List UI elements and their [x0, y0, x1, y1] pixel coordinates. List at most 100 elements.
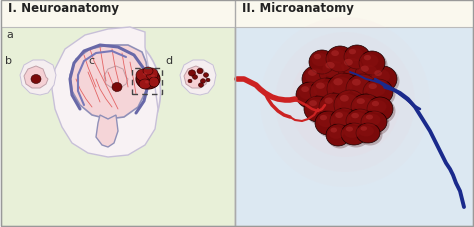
- Ellipse shape: [311, 54, 328, 67]
- Polygon shape: [52, 28, 158, 157]
- Ellipse shape: [330, 78, 353, 95]
- Ellipse shape: [299, 86, 317, 100]
- Ellipse shape: [322, 62, 345, 78]
- Ellipse shape: [356, 123, 380, 143]
- Ellipse shape: [55, 33, 161, 152]
- Ellipse shape: [351, 95, 381, 121]
- FancyBboxPatch shape: [1, 1, 235, 28]
- Circle shape: [275, 33, 415, 172]
- Ellipse shape: [197, 69, 203, 74]
- Circle shape: [260, 18, 430, 187]
- Ellipse shape: [320, 115, 327, 121]
- Ellipse shape: [347, 111, 376, 136]
- Ellipse shape: [325, 98, 333, 104]
- Ellipse shape: [349, 113, 367, 126]
- Ellipse shape: [361, 66, 369, 73]
- Ellipse shape: [362, 55, 379, 68]
- Ellipse shape: [356, 63, 388, 92]
- Ellipse shape: [369, 67, 397, 93]
- Polygon shape: [96, 116, 118, 147]
- Ellipse shape: [319, 94, 349, 121]
- Ellipse shape: [333, 79, 343, 86]
- Ellipse shape: [369, 84, 377, 90]
- Ellipse shape: [336, 92, 368, 123]
- Ellipse shape: [364, 56, 371, 61]
- Ellipse shape: [374, 71, 382, 77]
- Polygon shape: [20, 61, 56, 96]
- Polygon shape: [24, 67, 48, 89]
- Ellipse shape: [352, 79, 361, 86]
- Ellipse shape: [372, 70, 390, 84]
- Ellipse shape: [302, 66, 334, 94]
- Ellipse shape: [335, 113, 343, 118]
- Ellipse shape: [206, 79, 210, 82]
- Ellipse shape: [346, 127, 353, 132]
- Ellipse shape: [330, 128, 337, 133]
- Text: d: d: [165, 56, 172, 66]
- Ellipse shape: [333, 112, 351, 126]
- Ellipse shape: [341, 59, 362, 75]
- Ellipse shape: [322, 97, 341, 112]
- Ellipse shape: [349, 78, 370, 95]
- Ellipse shape: [309, 51, 335, 75]
- Ellipse shape: [353, 96, 383, 123]
- Ellipse shape: [346, 47, 373, 72]
- Ellipse shape: [296, 83, 324, 109]
- Ellipse shape: [344, 46, 370, 70]
- Ellipse shape: [361, 111, 387, 133]
- Ellipse shape: [189, 71, 195, 77]
- Polygon shape: [70, 46, 148, 119]
- Ellipse shape: [366, 83, 385, 97]
- Ellipse shape: [325, 63, 335, 69]
- Ellipse shape: [145, 81, 149, 84]
- Ellipse shape: [188, 80, 192, 84]
- Ellipse shape: [326, 47, 354, 73]
- Ellipse shape: [344, 126, 361, 138]
- Ellipse shape: [331, 110, 361, 137]
- Ellipse shape: [318, 114, 335, 128]
- Ellipse shape: [343, 125, 370, 148]
- Ellipse shape: [151, 75, 155, 78]
- Ellipse shape: [192, 75, 198, 80]
- Ellipse shape: [201, 79, 206, 84]
- Ellipse shape: [303, 67, 337, 96]
- Ellipse shape: [313, 82, 334, 97]
- Ellipse shape: [347, 76, 381, 107]
- Polygon shape: [100, 61, 136, 96]
- Text: b: b: [5, 56, 12, 66]
- Ellipse shape: [366, 115, 373, 120]
- Ellipse shape: [319, 58, 353, 88]
- Ellipse shape: [358, 126, 374, 137]
- Text: I. Neuroanatomy: I. Neuroanatomy: [8, 2, 119, 15]
- FancyBboxPatch shape: [235, 1, 473, 28]
- Ellipse shape: [363, 80, 393, 106]
- Ellipse shape: [368, 99, 395, 124]
- Ellipse shape: [363, 113, 390, 136]
- Ellipse shape: [340, 96, 349, 102]
- Ellipse shape: [315, 111, 341, 135]
- Ellipse shape: [351, 114, 359, 119]
- Ellipse shape: [310, 52, 337, 77]
- Ellipse shape: [349, 50, 356, 55]
- Ellipse shape: [328, 126, 353, 149]
- Ellipse shape: [355, 62, 385, 90]
- Ellipse shape: [346, 109, 374, 133]
- Ellipse shape: [320, 95, 352, 124]
- Ellipse shape: [372, 101, 379, 107]
- Ellipse shape: [309, 101, 317, 107]
- Ellipse shape: [328, 75, 364, 108]
- Ellipse shape: [334, 91, 366, 121]
- Ellipse shape: [327, 74, 361, 106]
- Ellipse shape: [31, 75, 41, 84]
- Ellipse shape: [367, 98, 393, 121]
- Ellipse shape: [317, 113, 344, 138]
- Ellipse shape: [361, 53, 388, 78]
- Ellipse shape: [328, 48, 356, 75]
- Ellipse shape: [306, 98, 335, 125]
- Polygon shape: [104, 67, 128, 89]
- Ellipse shape: [199, 83, 203, 88]
- Polygon shape: [184, 67, 208, 89]
- Ellipse shape: [298, 84, 327, 111]
- Text: a: a: [6, 30, 13, 40]
- Ellipse shape: [331, 51, 339, 57]
